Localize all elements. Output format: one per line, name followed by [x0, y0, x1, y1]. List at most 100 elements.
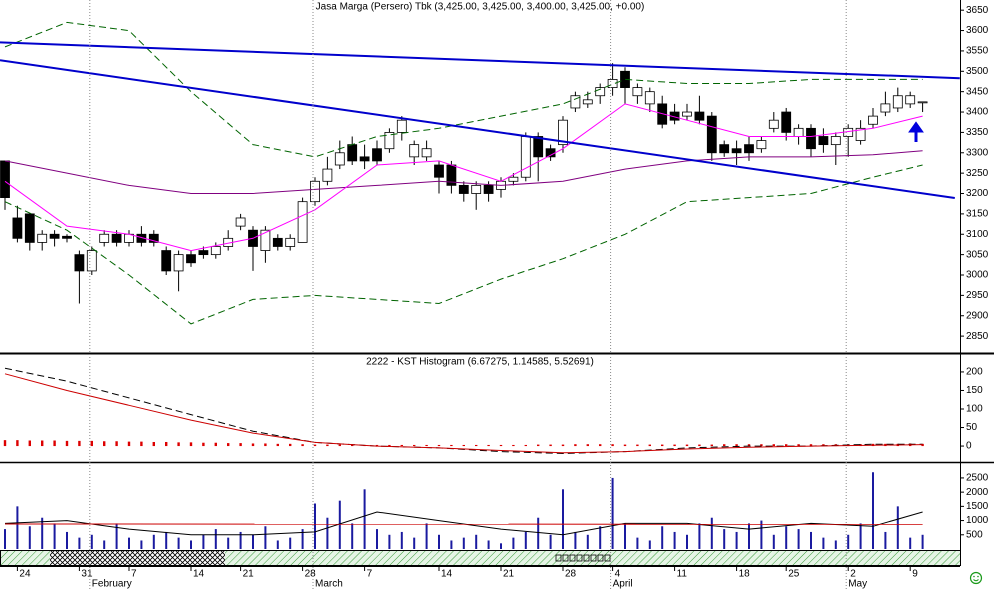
- histogram-bar: [127, 441, 131, 447]
- volume-bar: [723, 529, 726, 549]
- volume-bar: [41, 517, 44, 549]
- histogram-bar: [3, 440, 7, 447]
- y-tick-label: 100: [966, 404, 983, 415]
- histogram-bar: [487, 444, 490, 447]
- candle-body: [62, 235, 72, 239]
- y-tick-label: 3500: [966, 66, 989, 77]
- candle-body: [558, 119, 568, 146]
- candle-body: [297, 201, 308, 243]
- status-icon: [969, 571, 983, 585]
- histogram-bar: [276, 443, 279, 447]
- volume-bar: [388, 534, 391, 549]
- volume-bar: [78, 537, 81, 549]
- histogram-bar: [425, 444, 428, 447]
- x-tick-label: 31: [81, 569, 93, 580]
- histogram-bar: [735, 444, 738, 447]
- candle-body: [471, 184, 482, 194]
- volume-bar: [475, 534, 478, 549]
- chart-title: Jasa Marga (Persero) Tbk (3,425.00, 3,42…: [316, 2, 645, 13]
- navigation-strip: [0, 550, 961, 566]
- volume-bar: [822, 537, 825, 549]
- y-tick-label: 3250: [966, 168, 989, 179]
- histogram-bar: [549, 444, 552, 447]
- candle-body: [86, 250, 97, 272]
- volume-bar: [338, 500, 341, 549]
- histogram-bar: [202, 442, 205, 447]
- candle-body: [0, 160, 10, 198]
- candle-body: [384, 132, 395, 150]
- y-tick-label: 3650: [966, 5, 989, 16]
- x-tick-label: 11: [677, 569, 688, 580]
- histogram-bar: [375, 444, 379, 447]
- candle-body: [161, 250, 172, 272]
- volume-bar: [140, 540, 143, 549]
- candle-body: [880, 103, 891, 113]
- volume-bar: [772, 534, 775, 549]
- histogram-bar: [809, 444, 813, 447]
- volume-bar: [152, 534, 155, 549]
- histogram-bar: [475, 444, 478, 447]
- y-tick-label: 2500: [966, 473, 989, 484]
- histogram-bar: [351, 444, 354, 447]
- y-tick-label: 3200: [966, 188, 989, 199]
- candle-body: [570, 95, 581, 109]
- x-tick-label: 24: [19, 569, 31, 580]
- candle-body: [235, 217, 246, 227]
- candle-body: [806, 127, 816, 150]
- histogram-bar: [413, 444, 416, 447]
- candle-body: [644, 91, 655, 105]
- volume-bar: [710, 517, 713, 549]
- candle-body: [830, 136, 841, 146]
- candle-body: [148, 233, 159, 243]
- indicator-line: [4, 511, 923, 536]
- y-tick-label: 3600: [966, 25, 989, 36]
- y-tick-label: 3150: [966, 209, 989, 220]
- strip-markers: [555, 554, 611, 562]
- volume-bar: [512, 537, 515, 549]
- candle-body: [434, 164, 444, 178]
- histogram-bar: [313, 444, 317, 447]
- histogram-bar: [264, 443, 267, 447]
- candle-body: [334, 152, 345, 166]
- histogram-bar: [623, 444, 627, 447]
- candle-body: [210, 246, 221, 256]
- y-tick-label: 2900: [966, 310, 989, 321]
- candle-body: [719, 144, 730, 154]
- volume-bar: [785, 526, 788, 549]
- x-tick-label: 7: [367, 569, 373, 580]
- candle-body: [99, 233, 110, 243]
- candle-body: [37, 233, 48, 243]
- histogram-bar: [78, 440, 81, 447]
- volume-bar: [537, 517, 540, 549]
- trend-line: [0, 41, 960, 80]
- x-tick-label: 14: [441, 569, 453, 580]
- y-tick-label: 3400: [966, 107, 989, 118]
- histogram-bar: [115, 441, 118, 447]
- volume-bar: [847, 534, 850, 549]
- candle-body: [508, 176, 519, 182]
- volume-bar: [636, 537, 639, 549]
- candle-body: [359, 156, 370, 162]
- volume-bar: [190, 540, 192, 549]
- y-tick-label: 3050: [966, 249, 989, 260]
- histogram-bar: [673, 444, 676, 447]
- candle-body: [483, 184, 494, 194]
- volume-bar: [301, 529, 304, 549]
- candle-body: [322, 168, 333, 182]
- volume-bar: [326, 517, 329, 549]
- volume-bar: [462, 537, 465, 549]
- volume-bar: [202, 534, 205, 549]
- y-tick-label: 1500: [966, 501, 989, 512]
- histogram-bar: [537, 444, 540, 447]
- volume-bar: [896, 506, 899, 549]
- histogram-bar: [586, 444, 589, 447]
- histogram-bar: [822, 444, 825, 447]
- x-tick-label: 9: [912, 569, 918, 580]
- volume-bar: [859, 523, 862, 549]
- candle-body: [781, 111, 792, 133]
- candle-body: [409, 144, 420, 158]
- volume-bar: [698, 523, 701, 549]
- volume-bar: [177, 537, 180, 549]
